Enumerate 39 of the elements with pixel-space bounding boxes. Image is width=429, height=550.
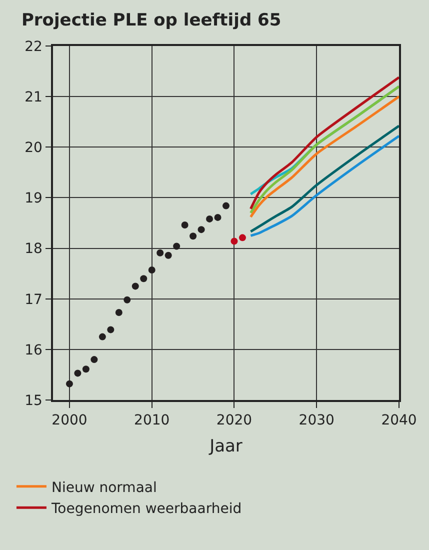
y-tick-label: 18	[24, 241, 42, 258]
point	[190, 232, 197, 240]
y-tick-label: 17	[24, 292, 42, 308]
y-tick-label: 20	[24, 140, 42, 156]
point	[66, 380, 73, 388]
y-tick-label: 19	[24, 190, 42, 207]
point	[74, 370, 82, 377]
x-tick-label: 2040	[381, 412, 417, 429]
legend-label: Toegenomen weerbaarheid	[50, 501, 242, 518]
legend-label: Nieuw normaal	[51, 480, 157, 496]
x-tick-label: 2000	[52, 412, 88, 429]
point	[98, 333, 106, 340]
y-tick-label: 15	[24, 392, 42, 409]
x-tick-label: 2030	[298, 412, 334, 429]
point	[132, 282, 139, 290]
y-tick-label: 21	[24, 89, 42, 106]
point	[140, 275, 148, 282]
chart-title: Projectie PLE op leeftijd 65	[21, 10, 282, 31]
point	[90, 356, 98, 364]
point	[230, 238, 238, 245]
x-axis-title: Jaar	[208, 436, 242, 456]
point	[222, 202, 230, 210]
x-tick-label: 2020	[216, 412, 252, 429]
point	[82, 366, 90, 373]
point	[181, 222, 188, 229]
point	[198, 226, 205, 234]
x-tick-label: 2010	[134, 412, 170, 429]
point	[238, 234, 246, 242]
point	[173, 242, 180, 250]
y-tick-label: 22	[24, 38, 42, 55]
y-tick-label: 16	[24, 342, 43, 358]
point	[156, 249, 164, 256]
point	[115, 309, 122, 316]
point	[124, 296, 131, 304]
point	[148, 266, 156, 274]
point	[107, 326, 114, 334]
point	[206, 215, 214, 222]
point	[214, 214, 222, 221]
point	[164, 252, 172, 259]
